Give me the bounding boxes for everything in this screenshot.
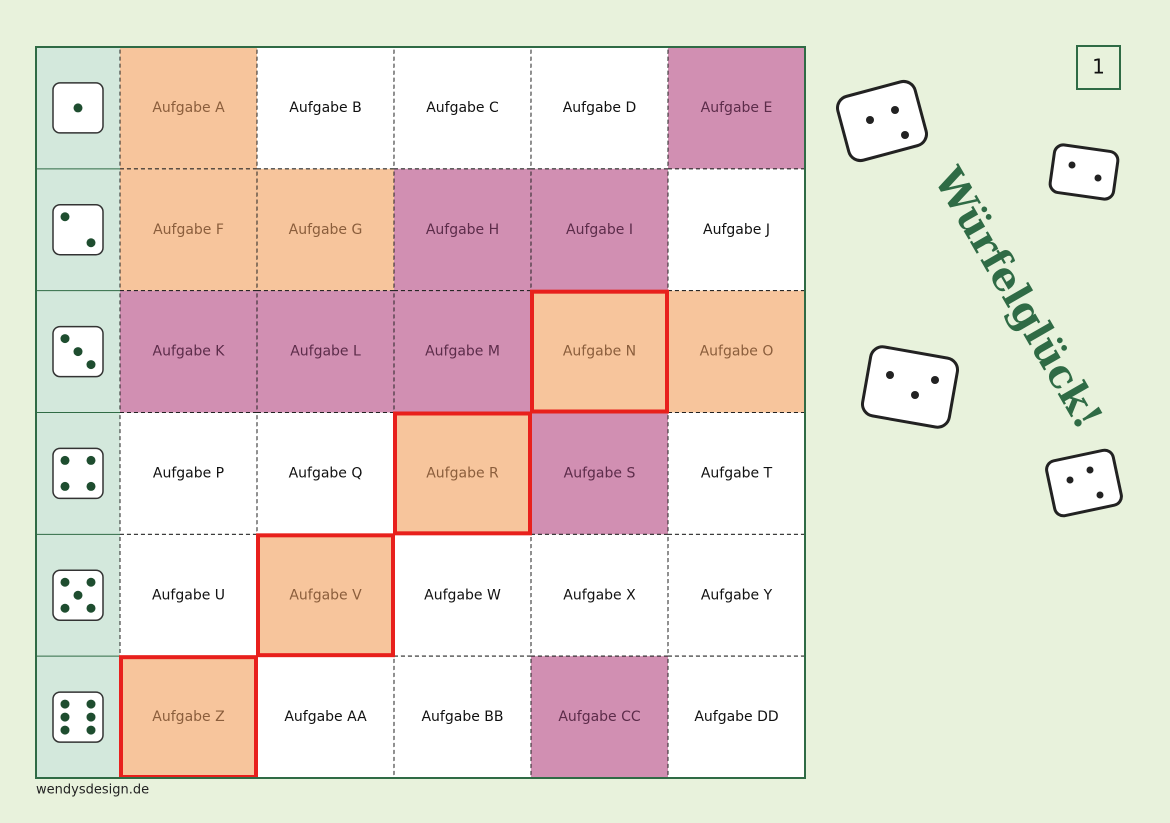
task-label: Aufgabe S: [564, 465, 636, 481]
task-cell: [393, 290, 532, 413]
die-pip: [60, 334, 70, 344]
task-cell: [530, 168, 669, 292]
task-cell: [119, 290, 258, 413]
highlight-border: [256, 533, 395, 658]
task-cell: [256, 290, 395, 413]
die-pip: [60, 603, 70, 613]
highlight-border: [393, 411, 532, 536]
task-cell: [256, 412, 395, 535]
footer: wendysdesign.de: [36, 783, 149, 798]
task-label: Aufgabe K: [153, 344, 226, 360]
highlight-border: [530, 289, 669, 414]
task-label: Aufgabe CC: [558, 709, 641, 725]
die-pip: [86, 481, 96, 491]
dice-decoration-pips: [866, 106, 1104, 499]
task-label: Aufgabe H: [426, 222, 499, 238]
page-number-box: [1076, 45, 1121, 90]
task-label: Aufgabe I: [566, 222, 633, 238]
die-pip: [60, 455, 70, 465]
die-pip: [60, 712, 70, 722]
task-cell: [667, 168, 806, 292]
die-pip: [60, 212, 70, 222]
task-label: Aufgabe L: [290, 344, 361, 360]
task-label: Aufgabe W: [424, 587, 501, 603]
task-cell: [667, 412, 806, 535]
die-pip: [86, 360, 96, 370]
task-cell: [393, 412, 532, 535]
dice-decoration: [836, 79, 1123, 518]
task-label: Aufgabe X: [563, 587, 636, 603]
task-label: Aufgabe F: [153, 222, 224, 238]
task-cell: [667, 46, 806, 170]
die-pip: [86, 725, 96, 735]
task-label: Aufgabe DD: [694, 709, 778, 725]
task-label: Aufgabe B: [289, 100, 361, 116]
task-label: Aufgabe T: [701, 465, 773, 481]
die-pip: [86, 238, 96, 248]
task-label: Aufgabe AA: [284, 709, 367, 725]
die-pip: [86, 712, 96, 722]
task-cell: [530, 655, 669, 779]
task-cell: [393, 46, 532, 170]
die-pip: [73, 347, 83, 357]
die-pip: [86, 699, 96, 709]
task-label: Aufgabe U: [152, 587, 225, 603]
die-pip: [86, 603, 96, 613]
task-label: Aufgabe BB: [421, 709, 503, 725]
task-label: Aufgabe A: [152, 100, 225, 116]
die-pip: [86, 455, 96, 465]
die-pip: [60, 481, 70, 491]
die: [52, 204, 104, 256]
board: Aufgabe A Aufgabe B Aufgabe C Aufgabe D Aufg…: [36, 46, 806, 780]
board-border: [35, 46, 806, 779]
task-label: Aufgabe E: [701, 100, 773, 116]
task-label: Aufgabe O: [700, 344, 774, 360]
task-cell: [119, 168, 258, 292]
task-cell: [256, 655, 395, 779]
task-cell: [530, 533, 669, 657]
task-label: Aufgabe J: [703, 222, 770, 238]
task-label: Aufgabe Y: [701, 587, 773, 603]
task-label: Aufgabe V: [289, 587, 362, 603]
task-cell: [256, 533, 395, 657]
task-cell: [530, 46, 669, 170]
task-label: Aufgabe Z: [152, 709, 224, 725]
task-cell: [667, 290, 806, 413]
die-pip: [60, 725, 70, 735]
task-label: Aufgabe D: [563, 100, 637, 116]
task-cell: [667, 655, 806, 779]
die-pip: [60, 699, 70, 709]
task-cell: [119, 655, 258, 779]
task-label: Aufgabe Q: [289, 465, 363, 481]
task-label: Aufgabe N: [563, 344, 636, 360]
die-pip: [73, 590, 83, 600]
task-label: Aufgabe R: [426, 465, 499, 481]
task-label: Aufgabe G: [289, 222, 363, 238]
task-label: Aufgabe P: [153, 465, 224, 481]
task-cell: [393, 655, 532, 779]
task-label: Aufgabe C: [426, 100, 499, 116]
die-pip: [73, 103, 83, 113]
task-label: Aufgabe M: [425, 344, 500, 360]
die: [52, 447, 104, 500]
die-pip: [60, 577, 70, 587]
task-cell: [393, 533, 532, 657]
task-cell: [256, 168, 395, 292]
task-cell: [393, 168, 532, 292]
die-pip: [86, 577, 96, 587]
page-number: 1: [1092, 55, 1105, 79]
task-cell: [256, 46, 395, 170]
